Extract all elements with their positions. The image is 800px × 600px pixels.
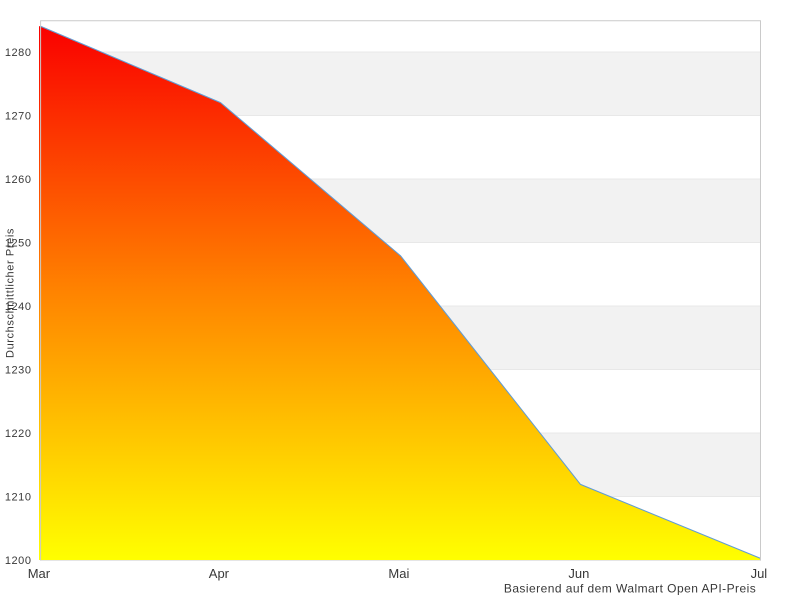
svg-text:1210: 1210: [5, 491, 32, 503]
svg-text:Mai: Mai: [388, 566, 409, 581]
svg-text:1220: 1220: [5, 428, 32, 440]
svg-text:1200: 1200: [5, 555, 32, 567]
svg-text:1260: 1260: [5, 174, 32, 186]
svg-text:Jun: Jun: [568, 566, 589, 581]
svg-text:1230: 1230: [5, 364, 32, 376]
svg-text:1280: 1280: [5, 47, 32, 59]
svg-text:Mar: Mar: [28, 566, 51, 581]
svg-text:Jul: Jul: [751, 566, 768, 581]
svg-text:Durchschnittlicher Preis: Durchschnittlicher Preis: [5, 228, 17, 358]
svg-text:1240: 1240: [5, 301, 32, 313]
svg-text:Apr: Apr: [209, 566, 230, 581]
svg-text:Basierend auf dem Walmart Open: Basierend auf dem Walmart Open API-Preis: [504, 581, 756, 595]
svg-text:1270: 1270: [5, 110, 32, 122]
svg-text:1250: 1250: [5, 237, 32, 249]
